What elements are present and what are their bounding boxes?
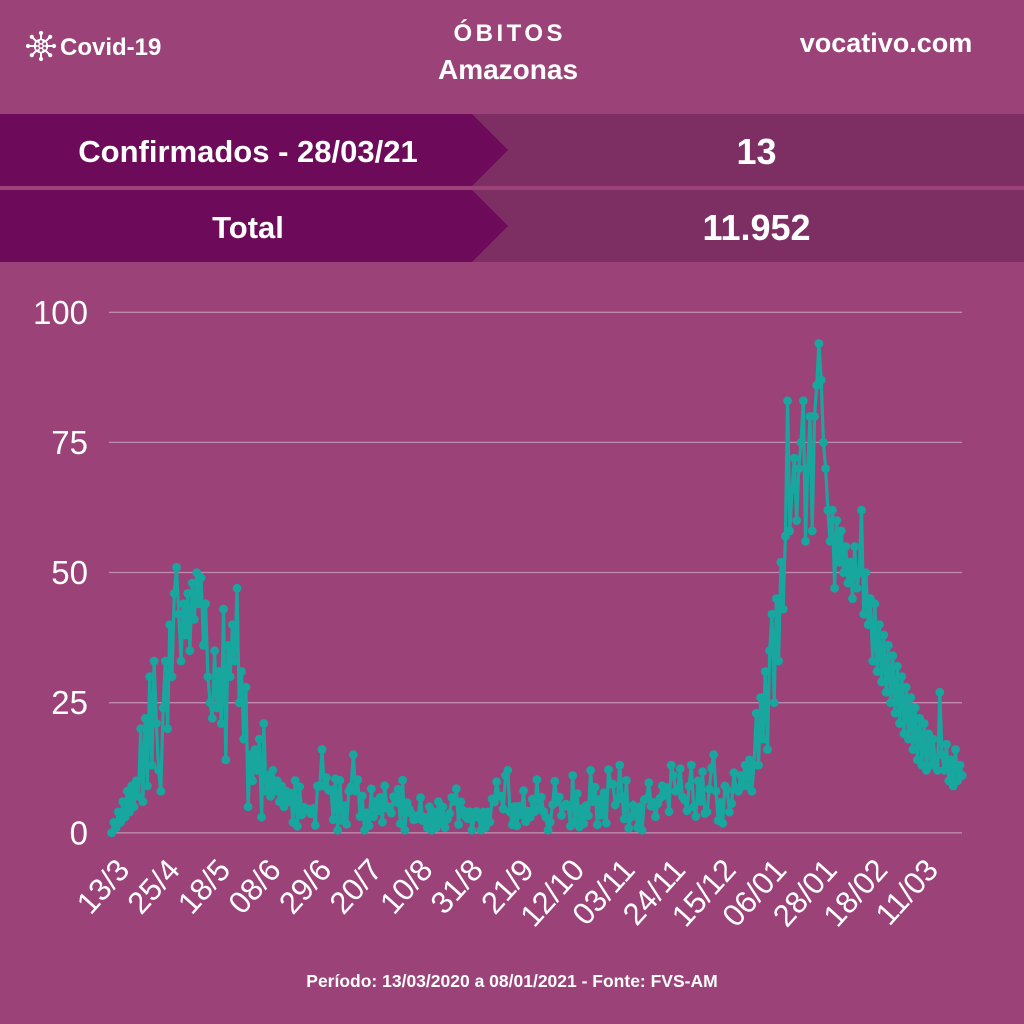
svg-text:13/3: 13/3 xyxy=(70,852,136,920)
svg-text:18/5: 18/5 xyxy=(171,852,237,920)
svg-text:20/7: 20/7 xyxy=(323,852,389,920)
svg-text:100: 100 xyxy=(33,294,88,331)
svg-text:29/6: 29/6 xyxy=(272,852,338,920)
svg-text:50: 50 xyxy=(51,554,88,591)
svg-text:25: 25 xyxy=(51,684,88,721)
svg-text:25/4: 25/4 xyxy=(120,852,186,920)
svg-text:0: 0 xyxy=(70,814,88,851)
svg-text:08/6: 08/6 xyxy=(221,852,287,920)
svg-text:10/8: 10/8 xyxy=(373,852,439,920)
svg-text:31/8: 31/8 xyxy=(424,852,490,920)
svg-text:75: 75 xyxy=(51,424,88,461)
